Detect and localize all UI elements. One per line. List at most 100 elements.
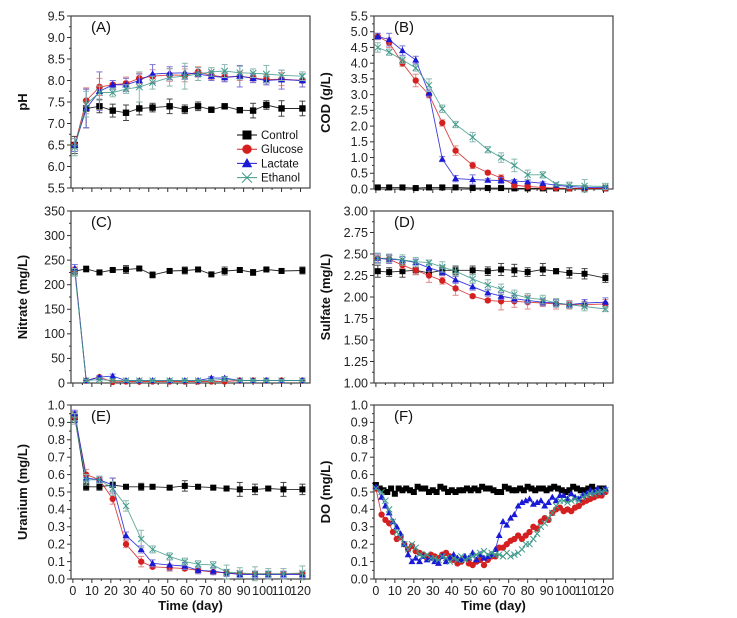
y-tick-label: 0.2 xyxy=(48,538,65,552)
data-point xyxy=(372,483,380,490)
data-point xyxy=(223,485,230,492)
data-point xyxy=(529,500,537,507)
series-lactate xyxy=(374,32,609,190)
data-point xyxy=(412,554,420,561)
data-point xyxy=(577,487,584,494)
data-point xyxy=(533,530,541,538)
data-point xyxy=(109,107,116,114)
y-tick-label: 0.0 xyxy=(351,572,368,586)
y-tick-label: 300 xyxy=(44,229,65,243)
data-point xyxy=(548,509,556,517)
data-point xyxy=(583,492,590,499)
y-axis-title: COD (g/L) xyxy=(318,72,333,133)
data-point xyxy=(299,105,306,112)
data-point xyxy=(122,531,130,539)
data-point xyxy=(567,497,575,505)
data-point xyxy=(448,487,455,494)
data-point xyxy=(221,67,229,75)
data-point xyxy=(403,485,410,492)
data-point xyxy=(511,551,518,558)
data-point xyxy=(95,88,104,97)
legend-item-glucose: Glucose xyxy=(237,144,303,156)
data-point xyxy=(452,489,459,495)
data-point xyxy=(181,72,189,80)
data-point xyxy=(581,487,588,494)
data-point xyxy=(526,528,533,536)
series-line xyxy=(377,36,606,189)
x-tick-label: 90 xyxy=(237,584,251,598)
data-point xyxy=(490,487,497,494)
data-point xyxy=(122,541,130,548)
y-tick-label: 1.0 xyxy=(351,398,368,412)
y-tick-label: 1.00 xyxy=(344,376,368,390)
data-point xyxy=(378,511,385,518)
panel-e: 0.0 0.1 0.2 0.3 0.4 0.5 0.6 0.7 0.8 0.9 1.0 0 10 20 30… xyxy=(15,398,311,613)
data-point xyxy=(425,264,433,271)
data-point xyxy=(452,267,459,275)
series-control xyxy=(372,482,607,497)
y-tick-label: 2.00 xyxy=(344,290,368,304)
data-point xyxy=(514,502,522,509)
data-point xyxy=(386,184,393,191)
data-point xyxy=(71,410,79,417)
series-lactate xyxy=(71,409,306,579)
y-tick-label: 0.7 xyxy=(351,451,368,465)
data-point xyxy=(280,570,287,578)
data-point xyxy=(532,487,539,494)
data-point xyxy=(543,487,550,494)
panel-label: (E) xyxy=(91,408,111,425)
data-point xyxy=(498,266,505,273)
data-point xyxy=(374,184,381,191)
data-point xyxy=(484,169,491,176)
data-point xyxy=(539,179,547,186)
data-point xyxy=(122,85,130,93)
y-tick-label: 0.5 xyxy=(351,485,368,499)
y-tick-label: 100 xyxy=(44,327,65,341)
data-point xyxy=(484,297,491,304)
data-point xyxy=(374,268,381,275)
data-point xyxy=(520,487,527,494)
y-tick-label: 0.1 xyxy=(48,555,65,569)
data-point xyxy=(441,485,448,492)
x-tick-label: 90 xyxy=(540,584,554,598)
y-tick-label: 2.25 xyxy=(344,269,368,283)
panel-label: (A) xyxy=(91,19,111,36)
data-point xyxy=(472,556,480,563)
data-point xyxy=(408,558,416,565)
data-point xyxy=(552,180,560,188)
data-point xyxy=(385,35,393,43)
data-point xyxy=(539,266,546,273)
data-point xyxy=(460,487,467,494)
data-point xyxy=(166,561,174,568)
data-point xyxy=(385,48,393,56)
legend-item-lactate: Lactate xyxy=(237,158,299,170)
data-point xyxy=(122,80,130,88)
data-point xyxy=(457,556,465,563)
data-point xyxy=(541,502,549,509)
data-point xyxy=(598,488,605,496)
x-tick-label: 120 xyxy=(593,584,614,598)
data-point xyxy=(399,56,406,64)
y-tick-label: 4.0 xyxy=(351,56,368,70)
data-point xyxy=(109,80,117,88)
data-point xyxy=(452,184,459,191)
data-point xyxy=(539,171,547,179)
data-point xyxy=(299,569,306,577)
data-point xyxy=(195,483,202,490)
data-point xyxy=(511,267,518,274)
data-point xyxy=(566,269,573,276)
data-point xyxy=(251,570,259,578)
data-point xyxy=(562,489,569,495)
data-point xyxy=(452,175,460,182)
data-point xyxy=(149,546,156,553)
data-point xyxy=(469,267,476,274)
legend-marker-x-icon xyxy=(241,172,253,183)
data-point xyxy=(476,551,484,558)
data-point xyxy=(391,490,398,497)
data-point xyxy=(298,72,306,80)
data-point xyxy=(386,269,393,276)
data-point xyxy=(299,377,306,384)
y-tick-label: 0.6 xyxy=(351,468,368,482)
series-ethanol xyxy=(372,485,609,565)
data-point xyxy=(83,483,90,490)
